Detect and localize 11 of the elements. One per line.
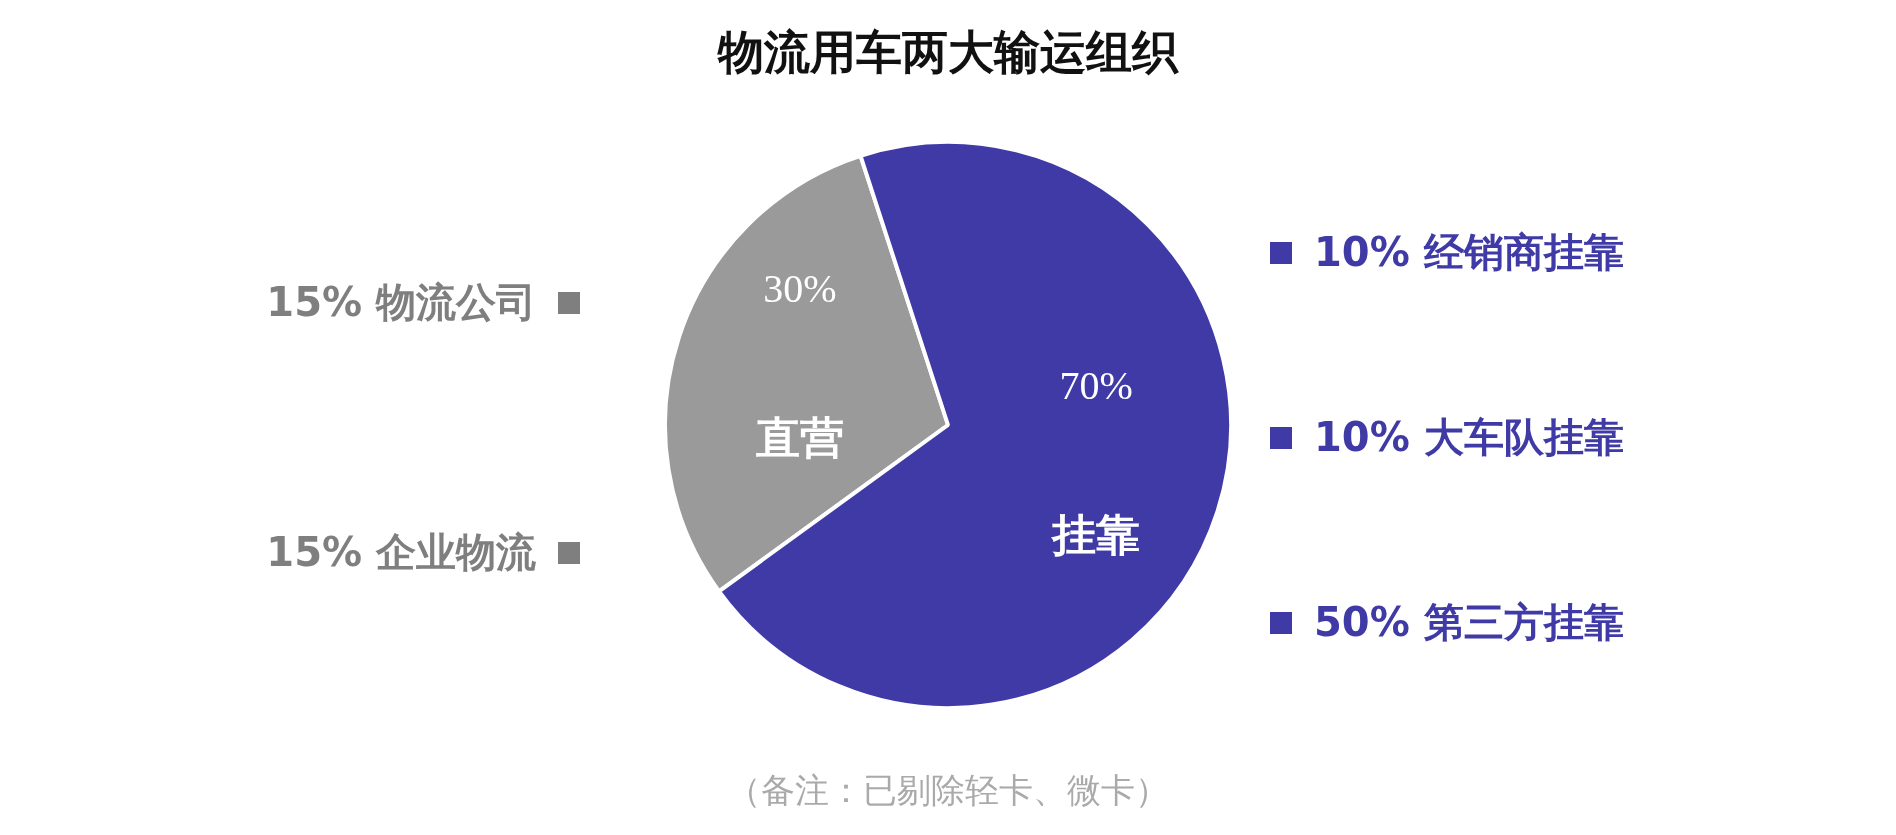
text: 10% 经销商挂靠 xyxy=(1314,228,1624,277)
text: 10% 大车队挂靠 xyxy=(1314,413,1624,462)
text: 15% 物流公司 xyxy=(266,278,536,327)
data-label: 30% xyxy=(763,266,837,312)
text: 50% 第三方挂靠 xyxy=(1314,598,1624,647)
slice-label: 直营 xyxy=(754,412,844,464)
data-label: 70% xyxy=(1059,362,1133,408)
text: 15% 企业物流 xyxy=(266,528,536,577)
chart-title: 物流用车两大输运组织 xyxy=(716,24,1180,81)
text: （备注：已剔除轻卡、微卡） xyxy=(726,769,1170,812)
slice-label: 挂靠 xyxy=(1050,508,1141,560)
